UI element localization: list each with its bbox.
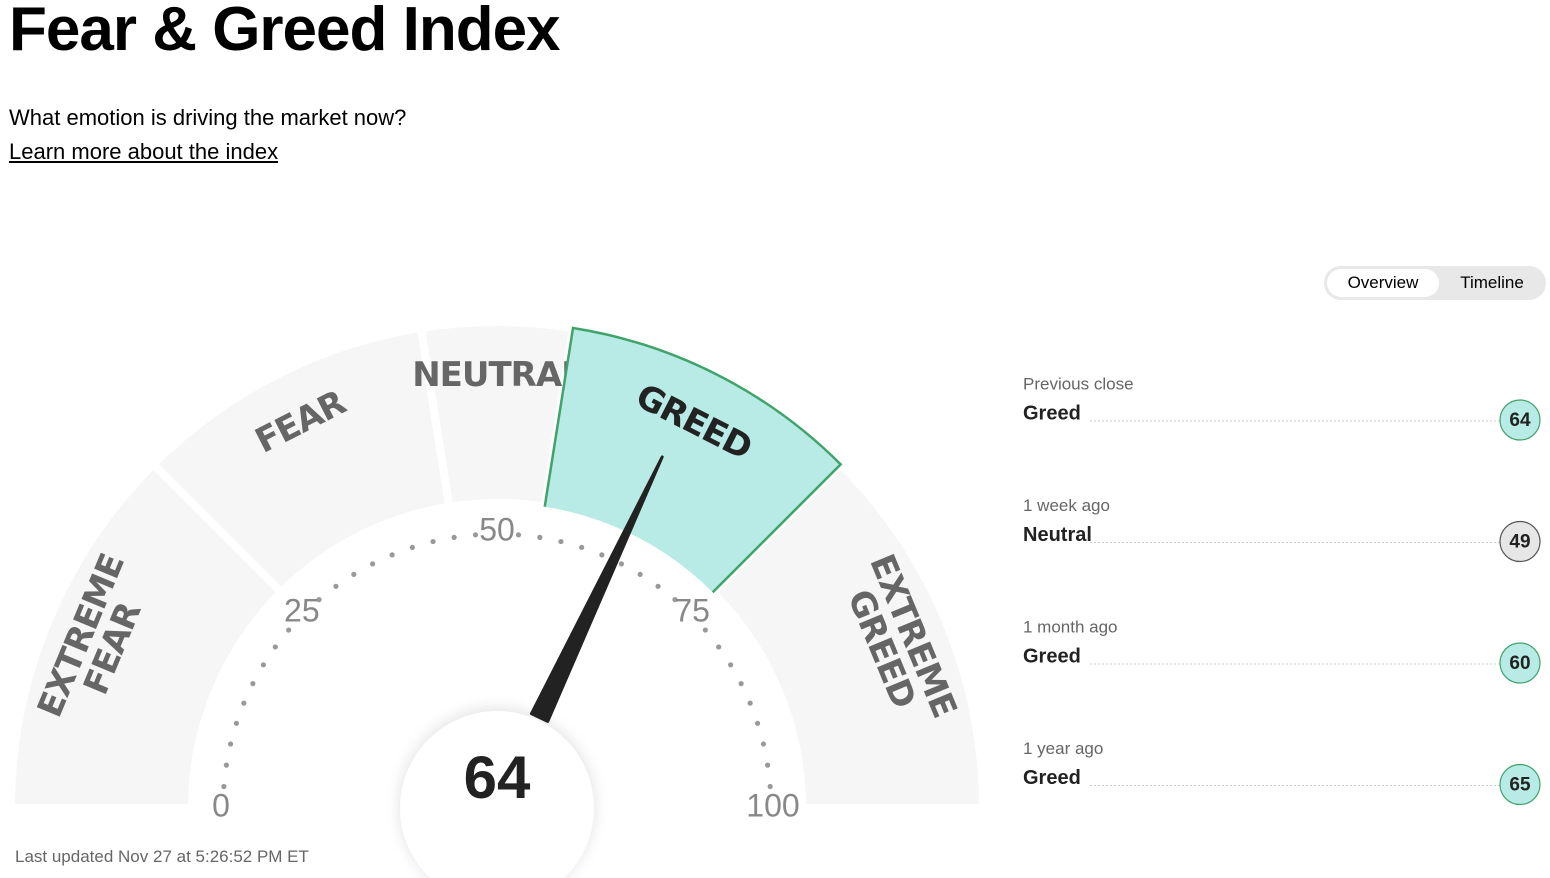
tick-label: 50 (479, 511, 515, 547)
tick-label: 25 (284, 592, 320, 628)
gauge-inner-fill (192, 503, 802, 808)
tick-dot (537, 534, 543, 540)
tick-dot (260, 662, 266, 668)
tick-dot (241, 700, 247, 706)
tick-dot (286, 627, 292, 633)
tick-dot (754, 720, 761, 726)
segment-label-line: NEUTRAL (412, 355, 582, 395)
tick-dot (637, 571, 643, 577)
tick-dot (430, 538, 436, 545)
history-value: 49 (1509, 532, 1530, 553)
tick-label: 75 (674, 592, 710, 628)
tick-dot (760, 741, 767, 747)
tab-overview[interactable]: Overview (1327, 269, 1439, 297)
tick-dot (599, 552, 605, 558)
tick-dot (316, 597, 322, 603)
tab-switch: Overview Timeline (1324, 266, 1546, 300)
tab-timeline[interactable]: Timeline (1460, 273, 1524, 292)
value-circle (400, 711, 594, 878)
tick-dot (451, 534, 457, 540)
tick-dot (333, 583, 339, 589)
tick-dot (223, 762, 229, 768)
history-rating: Greed (1023, 767, 1081, 789)
tick-label: 100 (746, 787, 799, 823)
last-updated: Last updated Nov 27 at 5:26:52 PM ET (15, 847, 309, 866)
tick-dot (515, 532, 522, 538)
history-badge (1499, 399, 1541, 441)
tick-dot (409, 544, 415, 551)
history-rating: Neutral (1023, 524, 1092, 546)
learn-more-link[interactable]: Learn more about the index (9, 139, 279, 164)
tick-label: 0 (212, 787, 230, 823)
tick-dot (250, 681, 256, 687)
tick-dot (767, 783, 773, 790)
tick-dot (655, 583, 661, 589)
history-rating: Greed (1023, 645, 1081, 667)
tick-dot (370, 561, 376, 567)
tick-dot (728, 662, 734, 668)
tick-dot (738, 681, 744, 687)
page-title: Fear & Greed Index (9, 0, 561, 64)
tick-dot (351, 571, 357, 577)
tick-dot (672, 597, 678, 603)
history-value: 65 (1509, 775, 1531, 796)
history-badge (1499, 520, 1541, 563)
gauge-value: 64 (464, 744, 531, 811)
tick-dot (716, 644, 722, 650)
history-period: 1 year ago (1023, 739, 1103, 758)
needle (529, 455, 664, 723)
history-period: Previous close (1023, 374, 1134, 393)
tick-dot (558, 538, 564, 545)
history-period: 1 week ago (1023, 496, 1110, 515)
segment-label: NEUTRAL (412, 355, 582, 395)
tick-dot (618, 561, 624, 567)
tick-dot (579, 544, 585, 551)
history-value: 60 (1509, 653, 1530, 674)
tick-dot (272, 644, 278, 650)
tick-dot (765, 762, 771, 768)
tick-dot (389, 552, 395, 558)
tick-dot (702, 627, 708, 633)
history-rating: Greed (1023, 402, 1081, 424)
history-period: 1 month ago (1023, 617, 1118, 636)
history-value: 64 (1509, 410, 1531, 431)
history-badge (1499, 642, 1541, 684)
tick-dot (472, 532, 479, 538)
tick-dot (227, 741, 234, 747)
tick-dot (221, 783, 227, 790)
subtitle: What emotion is driving the market now? (9, 105, 407, 130)
tick-dot (747, 700, 753, 706)
tick-dot (233, 720, 240, 726)
history-badge (1499, 763, 1541, 806)
